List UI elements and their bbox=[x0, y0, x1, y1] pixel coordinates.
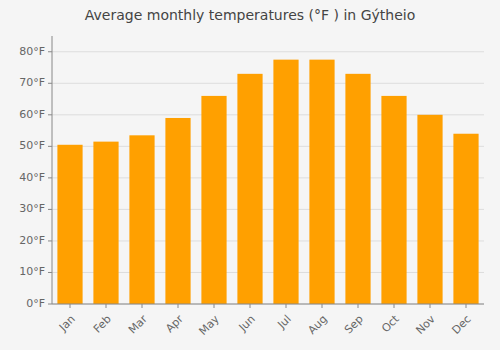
x-tick bbox=[286, 304, 287, 308]
x-tick bbox=[250, 304, 251, 308]
y-axis-line bbox=[52, 36, 53, 304]
y-tick bbox=[48, 114, 52, 115]
bar bbox=[93, 142, 118, 304]
bar bbox=[417, 115, 442, 304]
x-tick bbox=[466, 304, 467, 308]
y-tick bbox=[48, 209, 52, 210]
y-tick bbox=[48, 177, 52, 178]
x-tick-label: Aug bbox=[305, 313, 329, 337]
x-tick bbox=[106, 304, 107, 308]
grid-line bbox=[52, 304, 484, 305]
bars bbox=[57, 60, 478, 304]
x-tick-label: Oct bbox=[379, 312, 402, 335]
bar bbox=[201, 96, 226, 304]
x-tick bbox=[430, 304, 431, 308]
bar bbox=[129, 135, 154, 304]
y-tick-label: 60°F bbox=[19, 108, 45, 121]
title: Average monthly temperatures (°F ) in Gý… bbox=[85, 7, 415, 23]
y-tick-label: 20°F bbox=[19, 234, 45, 247]
x-tick-label: Mar bbox=[126, 312, 150, 336]
bar bbox=[345, 74, 370, 304]
bar bbox=[453, 134, 478, 304]
bar bbox=[165, 118, 190, 304]
x-tick bbox=[394, 304, 395, 308]
y-tick-label: 30°F bbox=[19, 202, 45, 215]
x-tick-label: Feb bbox=[91, 313, 114, 336]
grid bbox=[52, 52, 484, 304]
bar bbox=[309, 60, 334, 304]
bar bbox=[381, 96, 406, 304]
x-axis-line bbox=[52, 304, 484, 305]
bar bbox=[273, 60, 298, 304]
grid-line bbox=[52, 83, 484, 84]
x-tick-label: May bbox=[196, 312, 222, 338]
y-tick-label: 50°F bbox=[19, 139, 45, 152]
y-ticks: 0°F 10°F 20°F 30°F 40°F 50°F 60°F 70°F 80°F bbox=[19, 45, 52, 310]
bar bbox=[237, 74, 262, 304]
y-tick bbox=[48, 51, 52, 52]
x-tick bbox=[70, 304, 71, 308]
y-tick bbox=[48, 83, 52, 84]
x-tick-label: Jun bbox=[236, 313, 258, 335]
chart-svg: 0°F 10°F 20°F 30°F 40°F 50°F 60°F 70°F 80°F Jan Fe… bbox=[0, 0, 500, 350]
x-tick-label: Nov bbox=[413, 312, 438, 337]
x-tick-label: Jul bbox=[274, 313, 293, 332]
x-tick bbox=[322, 304, 323, 308]
y-tick bbox=[48, 304, 52, 305]
x-tick bbox=[178, 304, 179, 308]
x-tick bbox=[358, 304, 359, 308]
x-ticks: Jan Feb Mar Apr May Jun Jul Aug Sep Oct Nov Dec bbox=[56, 304, 474, 338]
y-tick-label: 40°F bbox=[19, 171, 45, 184]
x-tick-label: Dec bbox=[450, 313, 474, 337]
y-tick-label: 70°F bbox=[19, 76, 45, 89]
y-tick bbox=[48, 240, 52, 241]
y-tick-label: 0°F bbox=[26, 297, 45, 310]
axes bbox=[52, 36, 484, 304]
x-tick bbox=[142, 304, 143, 308]
x-tick-label: Apr bbox=[163, 312, 186, 335]
y-tick-label: 80°F bbox=[19, 45, 45, 58]
x-tick bbox=[214, 304, 215, 308]
y-tick bbox=[48, 272, 52, 273]
grid-line bbox=[52, 51, 484, 52]
bar bbox=[57, 145, 82, 304]
x-tick-label: Jan bbox=[56, 313, 78, 335]
y-tick-label: 10°F bbox=[19, 265, 45, 278]
chart-container: 0°F 10°F 20°F 30°F 40°F 50°F 60°F 70°F 80°F Jan Fe… bbox=[0, 0, 500, 350]
x-tick-label: Sep bbox=[342, 313, 366, 337]
y-tick bbox=[48, 146, 52, 147]
